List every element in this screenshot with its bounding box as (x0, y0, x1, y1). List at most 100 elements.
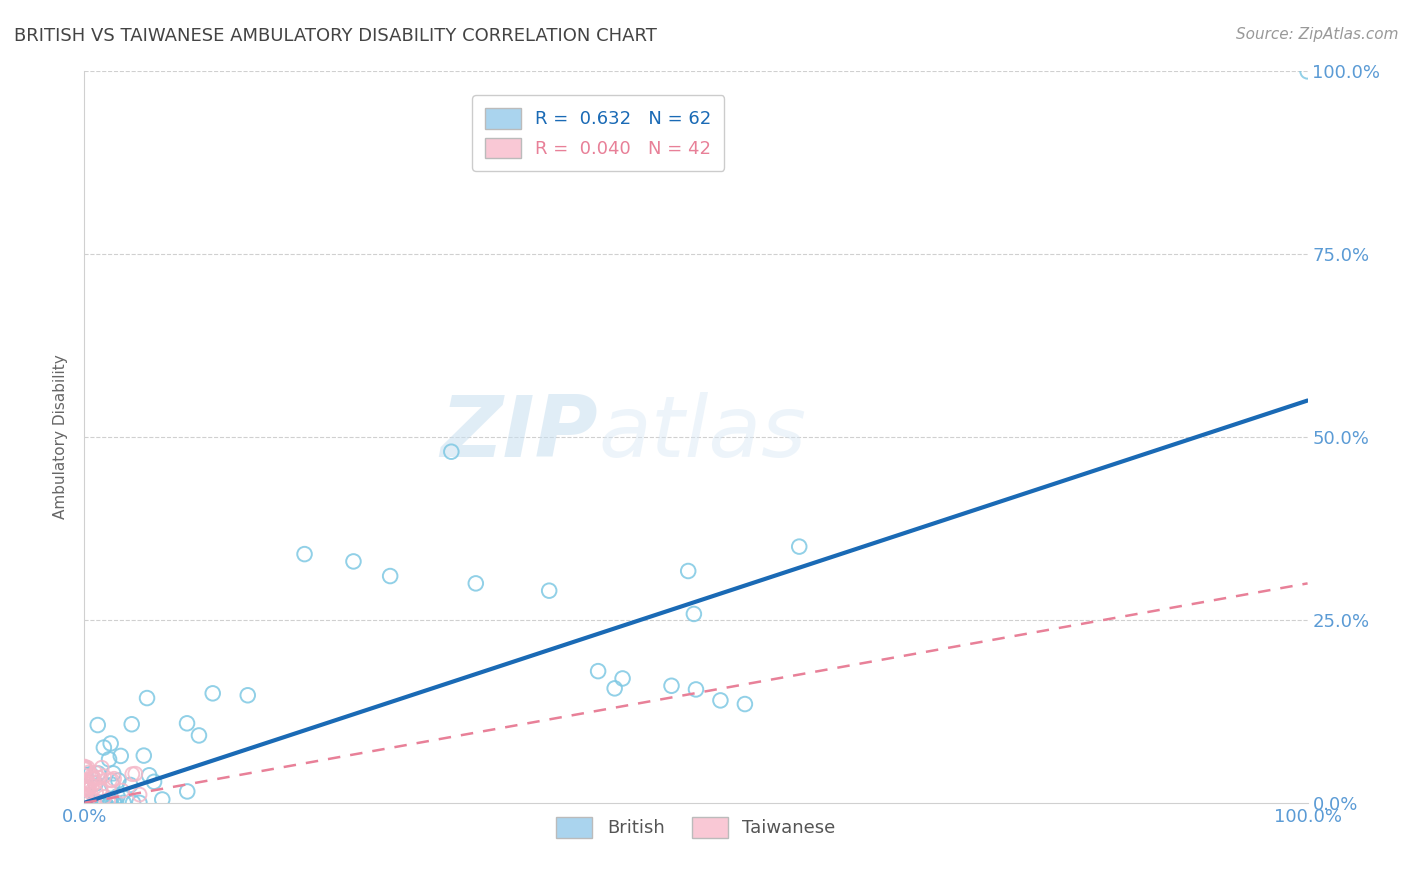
Point (84, 785, 107, 799)
Point (73, 760, 96, 774)
Point (380, 569, 402, 583)
Legend: British, Taiwanese: British, Taiwanese (550, 810, 842, 845)
Point (76, 796, 98, 810)
Point (100, 792, 122, 806)
Point (75, 774, 97, 789)
Point (138, 768, 160, 782)
Point (98, 796, 121, 810)
Point (136, 691, 159, 706)
Point (128, 796, 150, 810)
Point (93, 796, 115, 810)
Point (82, 772, 104, 786)
Point (787, 540, 810, 554)
Point (440, 444, 463, 458)
Point (94, 796, 117, 810)
Point (107, 789, 129, 804)
Point (103, 796, 125, 810)
Point (75, 782, 97, 797)
Point (75, 768, 97, 782)
Point (111, 783, 134, 797)
Point (97, 794, 120, 808)
Point (342, 554, 364, 568)
Point (84, 765, 107, 780)
Point (176, 716, 198, 731)
Point (112, 796, 135, 810)
Point (73, 789, 96, 803)
Point (120, 778, 142, 792)
Point (76, 782, 98, 797)
Point (73, 789, 96, 803)
Point (103, 772, 125, 786)
Point (103, 766, 125, 780)
Point (73, 768, 96, 782)
Point (603, 681, 626, 696)
Point (73, 792, 96, 806)
Point (87, 766, 110, 780)
Point (188, 728, 211, 742)
Point (464, 576, 486, 591)
Point (709, 693, 731, 707)
Point (612, 672, 634, 686)
Point (132, 748, 155, 763)
Point (75, 777, 97, 791)
Point (90, 761, 112, 775)
Point (98, 752, 121, 766)
Point (110, 748, 132, 763)
Point (75, 762, 97, 776)
Point (586, 664, 609, 678)
Point (87, 718, 110, 732)
Point (176, 784, 198, 798)
Point (79, 767, 101, 781)
Point (93, 796, 115, 810)
Point (76, 780, 98, 795)
Text: ZIP: ZIP (440, 392, 598, 475)
Point (236, 688, 259, 702)
Point (101, 778, 124, 792)
Point (150, 792, 173, 806)
Point (143, 774, 166, 789)
Text: atlas: atlas (598, 392, 806, 475)
Point (128, 788, 150, 802)
Point (93, 769, 115, 783)
Point (294, 547, 316, 561)
Point (105, 796, 128, 810)
Point (87, 796, 110, 810)
Y-axis label: Ambulatory Disability: Ambulatory Disability (53, 355, 69, 519)
Point (538, 583, 561, 598)
Point (79, 785, 101, 799)
Point (121, 767, 143, 781)
Point (77, 781, 100, 796)
Point (101, 773, 124, 788)
Point (83, 796, 105, 810)
Point (201, 686, 224, 700)
Point (76, 796, 98, 810)
Point (89, 784, 111, 798)
Point (82, 769, 104, 783)
Point (73, 759, 96, 773)
Text: Source: ZipAtlas.com: Source: ZipAtlas.com (1236, 27, 1399, 42)
Point (98, 773, 121, 788)
Point (76, 761, 98, 775)
Point (93, 740, 115, 755)
Point (676, 564, 699, 578)
Point (80, 779, 103, 793)
Point (87, 771, 110, 785)
Point (79, 777, 101, 791)
Point (683, 607, 706, 621)
Point (73, 787, 96, 801)
Point (83, 772, 105, 786)
Point (100, 736, 122, 750)
Point (83, 796, 105, 810)
Point (98, 796, 121, 810)
Point (91, 796, 114, 810)
Point (84, 776, 107, 790)
Point (685, 682, 707, 697)
Point (76, 793, 98, 807)
Point (89, 781, 111, 796)
Point (124, 766, 146, 780)
Point (121, 717, 143, 731)
Point (73, 762, 96, 776)
Point (122, 796, 145, 810)
Text: BRITISH VS TAIWANESE AMBULATORY DISABILITY CORRELATION CHART: BRITISH VS TAIWANESE AMBULATORY DISABILI… (14, 27, 657, 45)
Point (1296, 64, 1319, 78)
